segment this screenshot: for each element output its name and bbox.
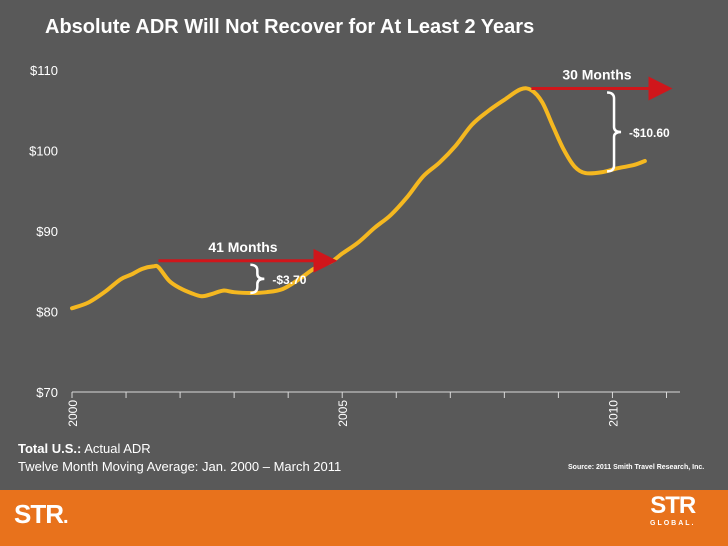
- y-tick-label: $100: [29, 144, 58, 159]
- change-brace: [250, 263, 265, 295]
- source-note: Source: 2011 Smith Travel Research, Inc.: [568, 464, 705, 471]
- y-tick-label: $70: [36, 385, 58, 400]
- x-tick-label: 2005: [336, 400, 350, 427]
- footer-label-bold: Total U.S.:: [18, 441, 82, 456]
- duration-label: 41 Months: [208, 239, 277, 255]
- str-logo: STR.: [14, 499, 68, 530]
- str-logo-mark: .: [63, 506, 68, 528]
- y-tick-label: $90: [36, 224, 58, 239]
- footer-label-rest: Actual ADR: [81, 441, 151, 456]
- y-tick-label: $80: [36, 305, 58, 320]
- str-global-logo: STR GLOBAL.: [650, 492, 696, 533]
- duration-label: 30 Months: [562, 67, 631, 83]
- change-brace: [606, 91, 622, 173]
- footer-subtitle: Twelve Month Moving Average: Jan. 2000 –…: [18, 459, 342, 474]
- chart-title: Absolute ADR Will Not Recover for At Lea…: [45, 16, 535, 38]
- x-tick-label: 2000: [66, 400, 80, 427]
- footer-bar: [0, 490, 728, 546]
- adr-line-chart: $110 $100 $90 $80 $70 2000 2005 2010 41 Months -$…: [29, 63, 680, 427]
- change-label: -$3.70: [272, 273, 306, 287]
- x-tick-label: 2010: [606, 400, 620, 427]
- chart-footer: Total U.S.: Actual ADR Twelve Month Movi…: [18, 440, 341, 476]
- str-global-logo-subtext: GLOBAL.: [650, 520, 696, 527]
- str-global-logo-text: STR: [650, 492, 696, 519]
- y-tick-label: $110: [30, 63, 58, 78]
- adr-series-line: [70, 86, 647, 311]
- change-label: -$10.60: [629, 126, 670, 140]
- str-logo-text: STR: [14, 499, 64, 529]
